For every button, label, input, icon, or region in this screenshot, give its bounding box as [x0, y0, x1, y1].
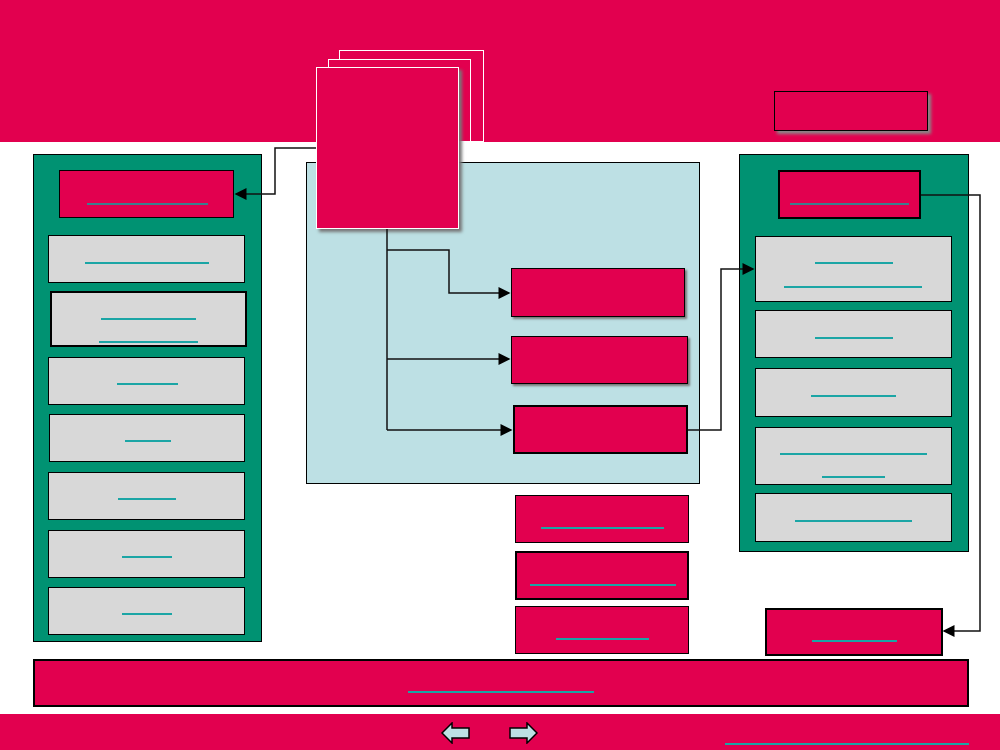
right-panel-header-link[interactable]: [778, 170, 921, 219]
left-item-3[interactable]: [48, 357, 245, 405]
link-underline[interactable]: [122, 556, 172, 558]
bottom-bar: [33, 659, 969, 707]
link-underline[interactable]: [87, 203, 208, 205]
footer-bar: [0, 714, 1000, 750]
right-item-4[interactable]: [755, 427, 952, 485]
link-underline[interactable]: [99, 341, 198, 343]
page-stack-front[interactable]: [316, 67, 459, 229]
center-box-3[interactable]: [513, 405, 688, 454]
link-underline[interactable]: [795, 520, 912, 522]
link-underline[interactable]: [784, 286, 922, 288]
left-item-2[interactable]: [50, 291, 247, 347]
right-item-1[interactable]: [755, 236, 952, 302]
link-underline[interactable]: [541, 527, 664, 529]
link-underline[interactable]: [122, 613, 172, 615]
connector: [688, 263, 755, 431]
right-item-3[interactable]: [755, 368, 952, 417]
link-underline[interactable]: [408, 691, 594, 693]
left-item-5[interactable]: [48, 472, 245, 520]
link-underline[interactable]: [780, 453, 927, 455]
right-item-2[interactable]: [755, 310, 952, 358]
link-underline[interactable]: [118, 498, 176, 500]
standalone-link-3[interactable]: [515, 606, 689, 654]
arrow-left-icon[interactable]: [441, 722, 471, 744]
link-underline[interactable]: [556, 638, 649, 640]
link-underline[interactable]: [530, 584, 676, 586]
header-button[interactable]: [774, 91, 928, 131]
right-item-5[interactable]: [755, 493, 952, 542]
bottom-right-link[interactable]: [765, 608, 943, 656]
connector: [387, 249, 511, 299]
center-box-1[interactable]: [511, 268, 685, 317]
link-underline[interactable]: [85, 262, 209, 264]
center-box-2[interactable]: [511, 336, 688, 384]
link-underline[interactable]: [811, 395, 896, 397]
link-underline[interactable]: [815, 337, 893, 339]
standalone-link-2[interactable]: [515, 551, 689, 600]
connector: [921, 194, 981, 637]
footer-link-underline[interactable]: [725, 743, 969, 745]
left-item-1[interactable]: [48, 235, 245, 283]
link-underline[interactable]: [790, 203, 909, 205]
left-item-7[interactable]: [48, 587, 245, 635]
link-underline[interactable]: [101, 318, 196, 320]
standalone-link-1[interactable]: [515, 495, 689, 543]
arrow-right-icon[interactable]: [508, 722, 538, 744]
link-underline[interactable]: [822, 476, 885, 478]
left-item-4[interactable]: [49, 414, 245, 462]
link-underline[interactable]: [815, 262, 893, 264]
link-underline[interactable]: [812, 640, 897, 642]
link-underline[interactable]: [117, 383, 178, 385]
left-item-6[interactable]: [48, 530, 245, 578]
connector: [234, 147, 316, 200]
link-underline[interactable]: [125, 440, 171, 442]
left-panel-header-link[interactable]: [59, 170, 234, 218]
